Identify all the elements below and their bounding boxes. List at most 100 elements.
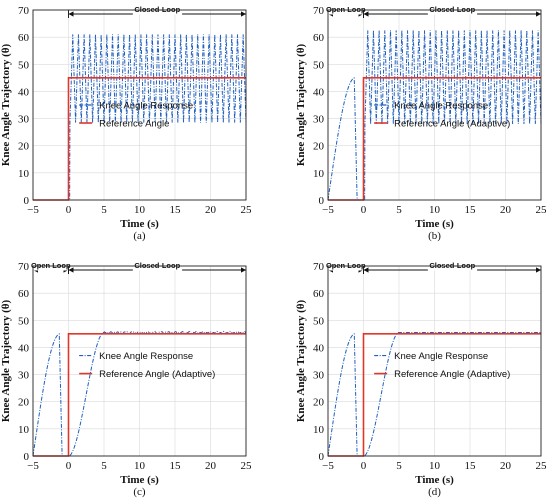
phase-arrow-head	[536, 267, 541, 273]
y-tick-label: 50	[18, 315, 30, 327]
phase-arrow-head	[68, 11, 74, 17]
knee-angle-response-line	[32, 330, 247, 457]
x-tick-label: 5	[396, 204, 402, 216]
y-tick-label: 70	[313, 261, 325, 273]
y-tick-label: 60	[18, 32, 30, 44]
y-tick-label: 10	[313, 168, 325, 180]
y-tick-label: 60	[313, 32, 325, 44]
legend-entry: Reference Angle (Adaptive)	[394, 369, 510, 380]
y-tick-label: 40	[18, 342, 30, 354]
x-tick-label: −5	[27, 204, 39, 216]
y-tick-label: 70	[313, 5, 325, 17]
phase-label-bg	[324, 4, 368, 15]
y-tick-label: 70	[18, 5, 30, 17]
x-tick-label: 10	[134, 204, 146, 216]
y-tick-label: 40	[313, 342, 325, 354]
x-tick-label: −5	[27, 460, 39, 472]
x-axis-label: Time (s)	[415, 474, 454, 486]
x-tick-label: 25	[241, 460, 253, 472]
y-tick-label: 10	[313, 424, 325, 436]
panel-caption: (b)	[428, 230, 441, 242]
x-axis-label: Time (s)	[120, 474, 159, 486]
phase-label: Open Loop	[326, 261, 366, 270]
x-tick-label: 15	[465, 460, 477, 472]
x-axis-label: Time (s)	[415, 218, 454, 230]
y-tick-label: 0	[319, 451, 325, 463]
y-tick-label: 40	[313, 86, 325, 98]
y-axis-label: Knee Angle Trajectory (θ)	[0, 300, 12, 423]
phase-arrow-head	[241, 267, 246, 273]
y-tick-label: 10	[18, 424, 30, 436]
x-tick-label: 5	[101, 204, 107, 216]
x-tick-label: 20	[500, 204, 512, 216]
y-tick-label: 20	[18, 141, 30, 153]
y-tick-label: 20	[18, 397, 30, 409]
phase-label-bg	[29, 260, 73, 271]
y-axis-label: Knee Angle Trajectory (θ)	[0, 44, 12, 167]
x-tick-label: 25	[536, 460, 548, 472]
panel-caption: (d)	[428, 486, 441, 498]
plot-frame	[327, 265, 542, 457]
y-tick-label: 50	[313, 59, 325, 71]
x-tick-label: 20	[205, 204, 217, 216]
x-tick-label: 5	[396, 460, 402, 472]
y-tick-label: 70	[18, 261, 30, 273]
phase-label: Closed-Loop	[429, 5, 475, 14]
x-tick-label: 0	[66, 460, 72, 472]
x-tick-label: −5	[322, 460, 334, 472]
plot-frame	[32, 9, 247, 201]
x-tick-label: 25	[536, 204, 548, 216]
phase-label: Closed-Loop	[134, 5, 180, 14]
x-tick-label: 10	[429, 204, 441, 216]
phase-arrow-head	[536, 11, 541, 17]
phase-arrow-head	[363, 11, 369, 17]
x-axis-label: Time (s)	[120, 218, 159, 230]
phase-label: Closed-Loop	[429, 261, 475, 270]
y-tick-label: 30	[313, 370, 325, 382]
x-tick-label: 0	[361, 460, 367, 472]
y-axis-label: Knee Angle Trajectory (θ)	[295, 44, 307, 167]
legend-entry: Knee Angle Response	[99, 101, 193, 112]
legend-entry: Knee Angle Response	[99, 351, 193, 362]
y-tick-label: 30	[18, 114, 30, 126]
phase-label-bg	[132, 4, 183, 15]
x-tick-label: 15	[170, 460, 182, 472]
plot-frame	[327, 9, 542, 201]
phase-arrow-head	[68, 267, 74, 273]
y-tick-label: 40	[18, 86, 30, 98]
legend-entry: Knee Angle Response	[394, 351, 488, 362]
y-tick-label: 60	[18, 288, 30, 300]
panel-caption: (c)	[133, 486, 146, 498]
x-tick-label: 25	[241, 204, 253, 216]
y-axis-label: Knee Angle Trajectory (θ)	[295, 300, 307, 423]
legend-entry: Reference Angle	[99, 119, 169, 130]
y-tick-label: 20	[313, 141, 325, 153]
phase-label: Closed-Loop	[134, 261, 180, 270]
x-tick-label: 0	[361, 204, 367, 216]
x-tick-label: 15	[465, 204, 477, 216]
y-tick-label: 0	[24, 195, 30, 207]
phase-label: Open Loop	[326, 5, 366, 14]
x-tick-label: 20	[500, 460, 512, 472]
legend-entry: Reference Angle (Adaptive)	[394, 119, 510, 130]
legend-entry: Reference Angle (Adaptive)	[99, 369, 215, 380]
x-tick-label: 0	[66, 204, 72, 216]
phase-label-bg	[427, 260, 478, 271]
x-tick-label: 10	[429, 460, 441, 472]
phase-arrow-head	[241, 11, 246, 17]
y-tick-label: 20	[313, 397, 325, 409]
y-tick-label: 60	[313, 288, 325, 300]
x-tick-label: −5	[322, 204, 334, 216]
knee-angle-response-line	[327, 332, 541, 457]
phase-label-bg	[132, 260, 183, 271]
y-tick-label: 50	[313, 315, 325, 327]
phase-label-bg	[427, 4, 478, 15]
y-tick-label: 30	[313, 114, 325, 126]
panel-caption: (a)	[133, 230, 146, 242]
plot-frame	[32, 265, 247, 457]
x-tick-label: 10	[134, 460, 146, 472]
phase-label-bg	[324, 260, 368, 271]
